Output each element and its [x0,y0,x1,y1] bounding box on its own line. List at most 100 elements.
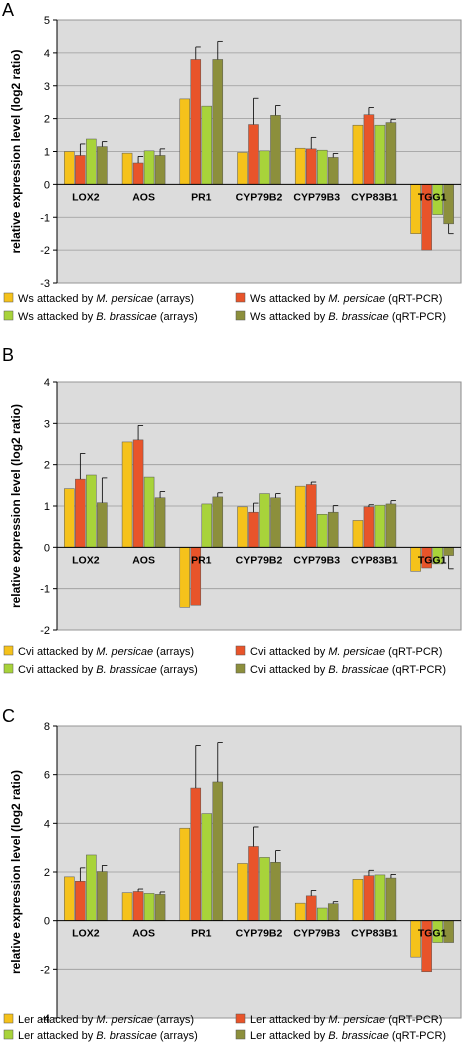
legend-swatch [235,1029,246,1040]
bar [132,439,144,548]
bar [259,150,270,185]
category-label: CYP83B1 [351,191,398,203]
category-label: PR1 [191,191,212,203]
legend-text: Ws attacked by [250,293,328,305]
legend-method: (qRT-PCR) [389,664,446,676]
y-tick-label: -2 [40,245,50,257]
bar [237,863,248,921]
legend-text: Ws attacked by [18,293,96,305]
legend-entry: Cvi attacked by B. brassicae (qRT-PCR) [250,664,446,676]
category-label: CYP79B3 [293,191,340,203]
y-tick-label: 3 [44,81,50,93]
legend-species: M. persicae [96,646,153,658]
bar [305,148,317,185]
legend-method: (arrays) [157,1030,198,1042]
y-axis-label: relative expression level (log2 ratio) [9,770,23,974]
y-tick-label: -1 [40,212,50,224]
bar [270,862,281,921]
bar [237,506,248,548]
legend-swatch [3,310,14,321]
bar [327,511,339,548]
legend-method: (arrays) [153,646,194,658]
legend-swatch [3,663,14,674]
legend-species: M. persicae [328,1014,385,1026]
panel-c: C -4 -2 0 2 4 6 8 relative expression level (log… [2,706,462,1042]
legend-swatch [235,310,246,321]
y-tick-label: 1 [44,147,50,159]
bar [132,891,144,921]
legend-text: Ler attacked by [18,1014,96,1026]
bar [143,150,155,185]
bar [75,478,86,548]
y-tick-label: 2 [44,867,50,879]
category-label: PR1 [191,554,212,566]
legend-method: (arrays) [153,1014,194,1026]
legend-text: Ler attacked by [18,1030,96,1042]
legend-entry: Cvi attacked by M. persicae (arrays) [18,646,194,658]
bar [443,184,454,225]
bar [64,488,75,548]
category-label: CYP79B2 [236,928,283,940]
category-label: TGG1 [418,928,447,940]
bar [86,474,97,548]
panel-letter: A [2,0,14,20]
bar [132,162,144,185]
bar [270,115,281,185]
category-label: AOS [132,191,155,203]
legend-species: B. brassicae [96,311,157,323]
bar [154,894,166,921]
bar [237,152,248,185]
bar [248,846,259,921]
bar [316,149,328,185]
y-tick-label: -2 [40,964,50,976]
bar [259,493,270,548]
legend-swatch [3,292,14,303]
y-tick-label: 2 [44,114,50,126]
bar [294,485,306,548]
bar [201,813,213,921]
panel-b: B -2 -1 0 1 2 3 4 relative expression level (log… [2,345,462,676]
y-tick-label: -2 [40,625,50,637]
bar [305,895,317,921]
bar [363,114,375,185]
legend-text: Cvi attacked by [18,646,96,658]
legend-entry: Ler attacked by B. brassicae (qRT-PCR) [250,1030,446,1042]
bar [327,903,339,921]
legend-text: Cvi attacked by [18,664,96,676]
category-label: AOS [132,554,155,566]
bar [352,879,364,921]
legend-method: (qRT-PCR) [389,311,446,323]
legend-text: Ws attacked by [250,311,328,323]
y-tick-label: 4 [44,377,50,389]
legend-entry: Ws attacked by B. brassicae (arrays) [18,311,198,323]
legend-species: B. brassicae [96,1030,157,1042]
bar [316,907,328,921]
bar [374,504,386,548]
category-label: PR1 [191,928,212,940]
bar [64,876,75,921]
category-label: CYP79B2 [236,554,283,566]
category-label: LOX2 [72,928,100,940]
legend-swatch [235,292,246,303]
legend-species: B. brassicae [328,311,389,323]
legend-swatch [235,645,246,656]
bar [212,496,224,548]
legend-method: (arrays) [157,664,198,676]
panel-a: A -3 -2 -1 0 1 2 3 4 5 relative expression level (… [2,0,462,323]
bar [121,152,133,185]
bar [143,893,155,921]
bar [374,874,386,921]
legend-species: M. persicae [328,646,385,658]
bar [75,880,86,921]
y-axis-label: relative expression level (log2 ratio) [9,404,23,608]
legend-species: B. brassicae [328,664,389,676]
bar [201,503,213,548]
legend-swatch [3,645,14,656]
bar [143,476,155,548]
category-label: CYP79B3 [293,554,340,566]
y-tick-label: 4 [44,818,50,830]
bar [212,781,224,921]
bar [352,520,364,548]
legend-entry: Cvi attacked by M. persicae (qRT-PCR) [250,646,442,658]
legend-entry: Cvi attacked by B. brassicae (arrays) [18,664,198,676]
